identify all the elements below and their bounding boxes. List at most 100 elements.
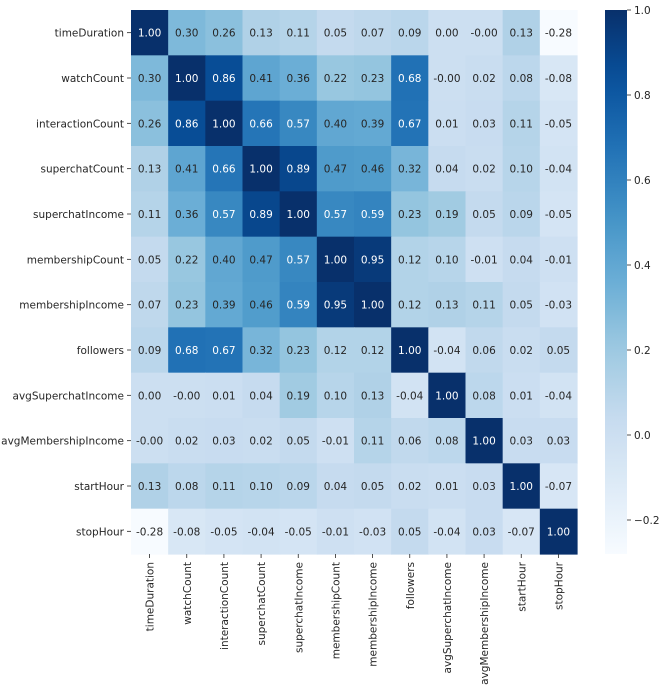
- y-tick-label: interactionCount: [36, 118, 124, 130]
- cell-value-label: 1.00: [324, 254, 347, 266]
- cell-value-label: -0.01: [322, 436, 349, 448]
- heatmap-cell: [168, 282, 206, 328]
- cell-value-label: 1.00: [249, 164, 272, 176]
- cell-value-label: 0.19: [287, 390, 310, 402]
- cell-value-label: -0.07: [508, 526, 535, 538]
- cell-value-label: 1.00: [175, 73, 198, 85]
- cell-value-label: -0.00: [173, 390, 200, 402]
- heatmap-cell: [428, 146, 467, 192]
- heatmap-cell: [279, 10, 318, 56]
- cell-value-label: 0.02: [472, 164, 495, 176]
- cell-value-label: 0.09: [138, 345, 161, 357]
- cell-value-label: 0.67: [398, 118, 421, 130]
- cell-value-label: 0.12: [324, 345, 347, 357]
- cell-value-label: 0.11: [138, 209, 161, 221]
- colorbar-tick-label: 0.4: [634, 260, 651, 272]
- x-tick-label: membershipCount: [330, 562, 342, 659]
- heatmap-cell: [354, 372, 392, 419]
- heatmap-cell: [391, 508, 429, 555]
- cell-value-label: 1.00: [472, 436, 495, 448]
- y-tick-label: stopHour: [76, 526, 125, 538]
- heatmap-cell: [279, 236, 318, 283]
- cell-value-label: -0.04: [545, 164, 572, 176]
- heatmap-cell: [354, 146, 392, 192]
- cell-value-label: 0.01: [435, 481, 458, 493]
- heatmap-cell: [316, 55, 355, 102]
- y-tick-label: followers: [77, 345, 124, 357]
- cell-value-label: 0.41: [249, 73, 272, 85]
- cell-value-label: 0.00: [138, 390, 161, 402]
- heatmap-cell: [131, 10, 169, 56]
- y-tick-label: membershipCount: [27, 254, 124, 266]
- heatmap-cell: [465, 236, 504, 283]
- cell-value-label: 0.03: [472, 481, 495, 493]
- heatmap-cell: [354, 463, 392, 510]
- heatmap-cell: [131, 372, 169, 419]
- cell-value-label: 0.57: [287, 254, 310, 266]
- heatmap-cell: [168, 372, 206, 419]
- heatmap-cell: [168, 100, 206, 147]
- cell-value-label: 0.57: [287, 118, 310, 130]
- cell-value-label: -0.01: [470, 254, 497, 266]
- heatmap-cell: [354, 508, 392, 555]
- cell-value-label: 0.12: [398, 300, 421, 312]
- cell-value-label: 0.11: [212, 481, 235, 493]
- heatmap-cell: [168, 55, 206, 102]
- heatmap-cell: [391, 463, 429, 510]
- heatmap-cell: [465, 191, 504, 238]
- heatmap-cell: [242, 146, 281, 192]
- cell-value-label: 0.57: [324, 209, 347, 221]
- heatmap-cell: [205, 463, 244, 510]
- heatmap-cell: [354, 55, 392, 102]
- heatmap-cell: [502, 282, 541, 328]
- x-tick-label: timeDuration: [145, 562, 157, 631]
- heatmap-cell: [131, 463, 169, 510]
- cell-value-label: 0.66: [212, 164, 236, 176]
- heatmap-cell: [205, 372, 244, 419]
- cell-value-label: 0.03: [510, 436, 533, 448]
- heatmap-cell: [502, 100, 541, 147]
- heatmap-cell: [391, 236, 429, 283]
- heatmap-cell: [242, 463, 281, 510]
- y-tick-label: superchatIncome: [33, 209, 124, 221]
- x-tick-label: watchCount: [182, 562, 194, 625]
- x-tick-label: stopHour: [553, 561, 565, 610]
- cell-value-label: 0.47: [324, 164, 347, 176]
- heatmap-cell: [428, 463, 467, 510]
- cell-value-label: 0.09: [510, 209, 533, 221]
- cell-value-label: 0.46: [249, 300, 273, 312]
- heatmap-cell: [391, 100, 429, 147]
- heatmap-cell: [316, 282, 355, 328]
- heatmap-cell: [205, 418, 244, 464]
- heatmap-cell: [539, 146, 578, 192]
- cell-value-label: 0.05: [547, 345, 570, 357]
- heatmap-cell: [279, 282, 318, 328]
- x-tick-label: avgMembershipIncome: [479, 562, 491, 685]
- heatmap-cell: [502, 327, 541, 374]
- heatmap-cell: [539, 236, 578, 283]
- x-tick-label: superchatCount: [256, 562, 268, 646]
- heatmap-cell: [465, 100, 504, 147]
- heatmap-cell: [205, 100, 244, 147]
- cell-value-label: 0.11: [510, 118, 533, 130]
- heatmap-cell: [316, 10, 355, 56]
- heatmap-cell: [168, 418, 206, 464]
- cell-value-label: 0.00: [435, 28, 458, 40]
- heatmap-cell: [205, 55, 244, 102]
- cell-value-label: 0.23: [287, 345, 310, 357]
- colorbar: −0.2 0.0 0.2 0.4 0.6 0.8 1.0: [605, 5, 660, 554]
- heatmap-cell: [316, 463, 355, 510]
- cell-value-label: -0.07: [545, 481, 572, 493]
- cell-value-label: -0.05: [545, 118, 572, 130]
- heatmap-cell: [131, 327, 169, 374]
- heatmap-cell: [205, 508, 244, 555]
- cell-value-label: -0.01: [545, 254, 572, 266]
- cell-value-label: 0.32: [398, 164, 421, 176]
- heatmap-cell: [428, 191, 467, 238]
- cell-value-label: 0.01: [435, 118, 458, 130]
- cell-value-label: 0.39: [361, 118, 384, 130]
- cell-value-label: 0.08: [175, 481, 198, 493]
- y-tick-label: avgSuperchatIncome: [13, 390, 124, 402]
- heatmap-cell: [502, 146, 541, 192]
- cell-value-label: 0.67: [212, 345, 235, 357]
